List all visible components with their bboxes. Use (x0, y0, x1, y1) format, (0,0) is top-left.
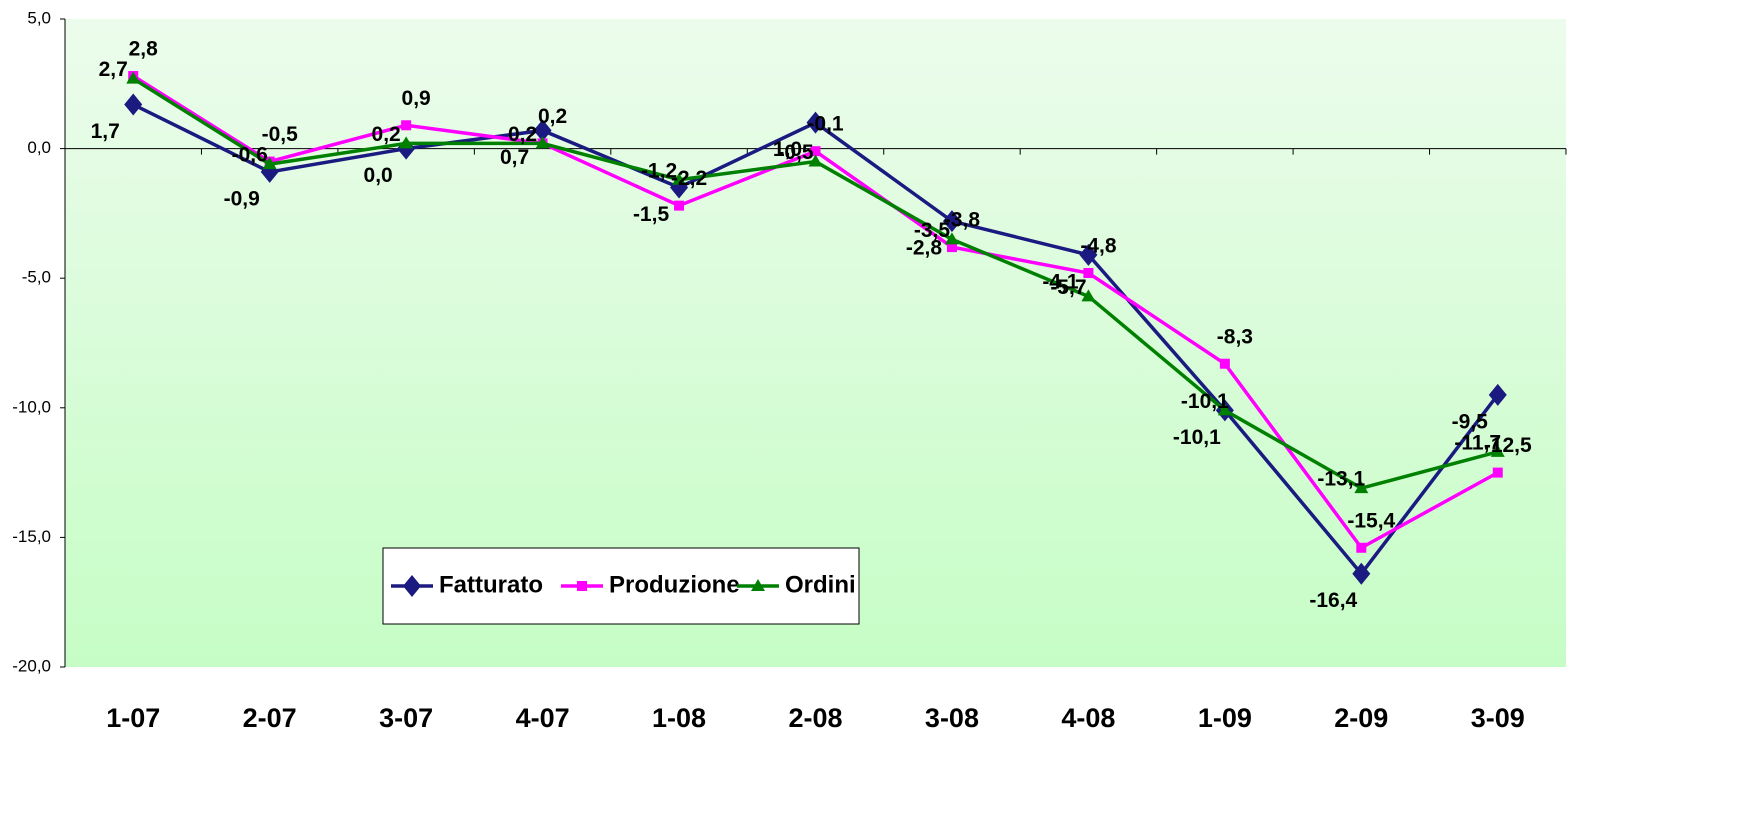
data-label: -16,4 (1309, 589, 1357, 612)
data-point (672, 172, 687, 185)
data-point (942, 210, 961, 233)
data-label: -10,1 (1173, 426, 1221, 449)
x-tick-label: 1-09 (1198, 703, 1252, 733)
data-point (124, 93, 143, 116)
data-point (1081, 289, 1096, 302)
data-label: -4,8 (1080, 235, 1117, 258)
data-label: 0,7 (500, 146, 529, 169)
data-label: -9,5 (1452, 410, 1489, 433)
y-tick-label: 5,0 (27, 8, 51, 27)
data-label: -12,5 (1484, 434, 1532, 457)
data-point (126, 71, 141, 84)
data-point (401, 120, 412, 131)
x-tick-label: 2-08 (788, 703, 842, 733)
legend-marker (577, 581, 587, 591)
data-point (1492, 467, 1503, 478)
data-point (674, 200, 685, 211)
data-label: 0,9 (402, 87, 431, 110)
y-tick-label: -20,0 (12, 656, 51, 675)
data-label: 1,0 (773, 138, 802, 161)
data-point (806, 111, 825, 134)
data-label: 2,7 (99, 58, 128, 81)
data-point (810, 146, 821, 157)
data-point (1488, 383, 1507, 406)
data-point (1490, 444, 1505, 457)
y-tick-label: -15,0 (12, 527, 51, 546)
data-label: 0,0 (364, 164, 393, 187)
data-label: -2,2 (671, 167, 707, 190)
data-label: 1,7 (91, 120, 120, 143)
data-label: -5,7 (1050, 276, 1086, 299)
data-point (946, 242, 957, 253)
data-label: -0,5 (262, 123, 299, 146)
data-point (1219, 358, 1230, 369)
data-label: -0,9 (224, 187, 260, 210)
data-label: -3,8 (944, 209, 981, 232)
legend-marker (751, 579, 765, 591)
data-point (262, 157, 277, 170)
data-point (533, 119, 552, 142)
data-label: -8,3 (1217, 325, 1253, 348)
x-tick-label: 3-08 (925, 703, 979, 733)
legend-label: Produzione (609, 571, 740, 598)
data-label: -3,5 (914, 219, 951, 242)
data-label: -15,4 (1347, 509, 1395, 532)
data-point (535, 136, 550, 149)
x-tick-label: 3-09 (1471, 703, 1525, 733)
data-point (808, 154, 823, 167)
data-label: -0,5 (777, 141, 814, 164)
x-tick-label: 1-07 (106, 703, 160, 733)
legend-label: Ordini (785, 571, 856, 598)
y-tick-label: -5,0 (22, 268, 51, 287)
data-label: -1,5 (633, 203, 670, 226)
data-label: -2,8 (906, 237, 943, 260)
legend-box (382, 547, 860, 625)
data-label: 0,2 (508, 123, 537, 146)
legend-marker (403, 575, 421, 597)
data-point (1356, 542, 1367, 553)
data-label: -0,6 (232, 144, 268, 167)
data-label: 0,2 (372, 123, 401, 146)
data-label: -1,2 (641, 159, 677, 182)
x-tick-label: 2-07 (243, 703, 297, 733)
data-label: -4,1 (1042, 270, 1079, 293)
data-label: -10,1 (1181, 390, 1229, 413)
x-tick-label: 4-07 (516, 703, 570, 733)
data-point (1083, 268, 1094, 279)
data-point (1217, 403, 1232, 416)
data-point (399, 136, 414, 149)
y-tick-label: 0,0 (27, 138, 51, 157)
data-label: -11,7 (1454, 431, 1501, 454)
data-label: 0,2 (538, 105, 567, 128)
y-tick-label: -10,0 (12, 397, 51, 416)
data-label: 2,8 (129, 38, 159, 61)
data-point (944, 232, 959, 245)
x-tick-label: 1-08 (652, 703, 706, 733)
data-point (1354, 481, 1369, 494)
data-point (1079, 243, 1098, 266)
x-tick-label: 4-08 (1061, 703, 1115, 733)
data-point (1352, 562, 1371, 585)
legend-label: Fatturato (439, 571, 543, 598)
x-tick-label: 2-09 (1334, 703, 1388, 733)
data-label: -0,1 (807, 113, 844, 136)
data-label: -13,1 (1317, 468, 1365, 491)
x-tick-label: 3-07 (379, 703, 433, 733)
